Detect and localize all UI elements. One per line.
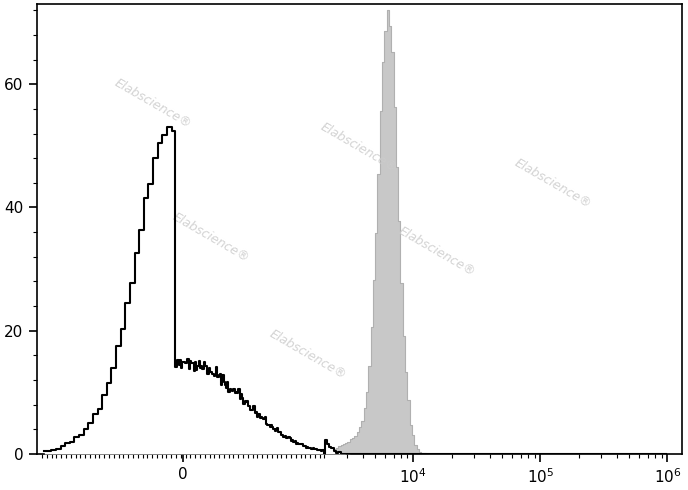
Text: Elabscience®: Elabscience® xyxy=(319,121,400,175)
Text: Elabscience®: Elabscience® xyxy=(267,328,348,382)
Text: Elabscience®: Elabscience® xyxy=(170,211,252,265)
Text: Elabscience®: Elabscience® xyxy=(396,224,477,279)
Text: Elabscience®: Elabscience® xyxy=(112,76,193,130)
Text: Elabscience®: Elabscience® xyxy=(512,157,594,211)
